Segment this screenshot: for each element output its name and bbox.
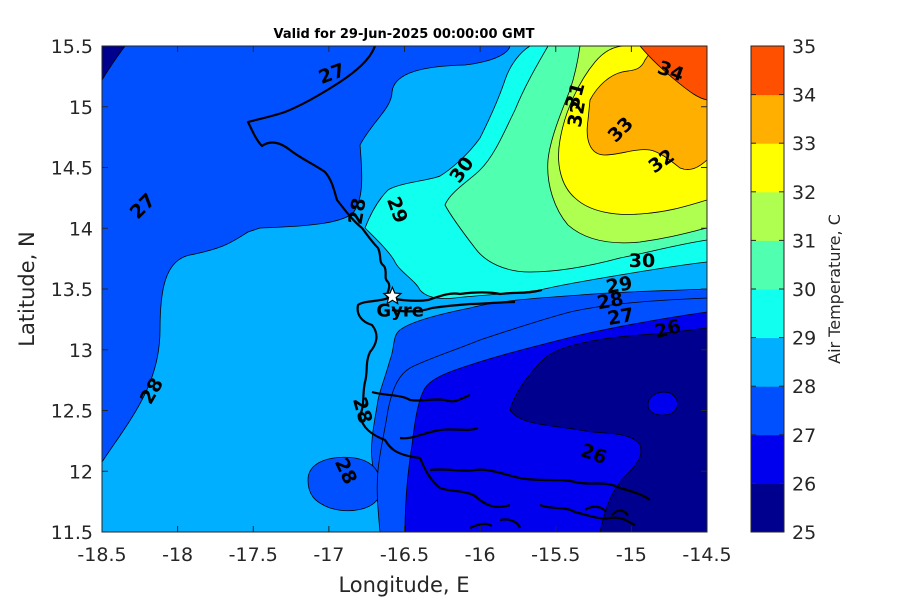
x-tick-label: -15 <box>616 544 647 566</box>
colorbar-tick-label: 26 <box>792 473 816 495</box>
contour-label: 28 <box>344 196 370 226</box>
coastline-bijagos <box>539 503 636 527</box>
y-tick-label: 15.5 <box>51 36 93 58</box>
y-tick-label: 14 <box>69 218 93 240</box>
x-axis-ticks: -18.5 -18 -17.5 -17 -16.5 -16 -15.5 -15 -14.5 <box>77 46 732 566</box>
colorbar-segment <box>751 434 784 484</box>
colorbar-segment <box>751 143 784 193</box>
coastline-casamance <box>371 390 471 403</box>
colorbar-tick-label: 34 <box>792 85 816 107</box>
colorbar-segment <box>751 386 784 436</box>
coastline-rivers <box>399 426 479 440</box>
colorbar-segment <box>751 240 784 290</box>
colorbar-tick-label: 31 <box>792 230 816 252</box>
colorbar-tick-label: 28 <box>792 376 816 398</box>
gyre-label: Gyre <box>376 300 424 321</box>
colorbar-segment <box>751 46 784 96</box>
colorbar-segment <box>751 94 784 144</box>
colorbar-label: Air Temperature, C <box>825 214 844 364</box>
x-axis-label: Longitude, E <box>338 573 469 597</box>
x-tick-label: -15.5 <box>531 544 580 566</box>
x-tick-label: -16.5 <box>380 544 429 566</box>
x-tick-label: -18.5 <box>77 544 126 566</box>
colorbar-segment <box>751 289 784 339</box>
map-title: Valid for 29-Jun-2025 00:00:00 GMT <box>274 27 535 42</box>
colorbar-tick-label: 25 <box>792 522 816 544</box>
contour-label: 29 <box>604 272 634 298</box>
y-tick-label: 15 <box>69 97 93 119</box>
coastline <box>246 46 651 529</box>
coastline-gambia-north <box>387 288 543 302</box>
contour-label: 28 <box>595 288 625 314</box>
x-tick-label: -16 <box>465 544 496 566</box>
x-tick-label: -18 <box>162 544 193 566</box>
colorbar-tick-label: 35 <box>792 36 816 58</box>
y-tick-label: 13.5 <box>51 279 93 301</box>
colorbar-segment <box>751 337 784 387</box>
coastline-main <box>246 46 511 509</box>
contour-label: 32 <box>564 99 590 129</box>
colorbar-tick-label: 30 <box>792 279 816 301</box>
x-tick-label: -17 <box>313 544 344 566</box>
y-tick-label: 12.5 <box>51 401 93 423</box>
contour-label: 27 <box>606 304 636 330</box>
colorbar-segment <box>751 191 784 241</box>
contour-label: 30 <box>629 250 655 272</box>
y-axis-ticks: 11.5 12 12.5 13 13.5 14 14.5 15 15.5 <box>51 36 707 544</box>
colorbar-tick-label: 32 <box>792 182 816 204</box>
colorbar-tick-label: 33 <box>792 133 816 155</box>
colorbar-tick-label: 29 <box>792 328 816 350</box>
colorbar-tick-label: 27 <box>792 425 816 447</box>
coastline-islands <box>469 505 629 529</box>
gyre-marker-star-icon <box>382 285 403 305</box>
colorbar-segment <box>751 483 784 533</box>
x-tick-label: -14.5 <box>682 544 731 566</box>
fill-level-25 <box>509 327 707 532</box>
y-tick-label: 11.5 <box>51 522 93 544</box>
y-axis-label: Latitude, N <box>15 231 39 347</box>
y-tick-label: 13 <box>69 340 93 362</box>
colorbar: 25 26 27 28 29 30 31 32 33 34 35 <box>750 36 816 544</box>
coastline-guinea-bissau <box>429 468 651 501</box>
fill-level-34 <box>639 46 707 101</box>
y-tick-label: 14.5 <box>51 158 93 180</box>
fill-level-26-ring <box>647 391 678 416</box>
coastline-gambia-south <box>391 300 516 313</box>
y-tick-label: 12 <box>69 461 93 483</box>
x-tick-label: -17.5 <box>229 544 278 566</box>
